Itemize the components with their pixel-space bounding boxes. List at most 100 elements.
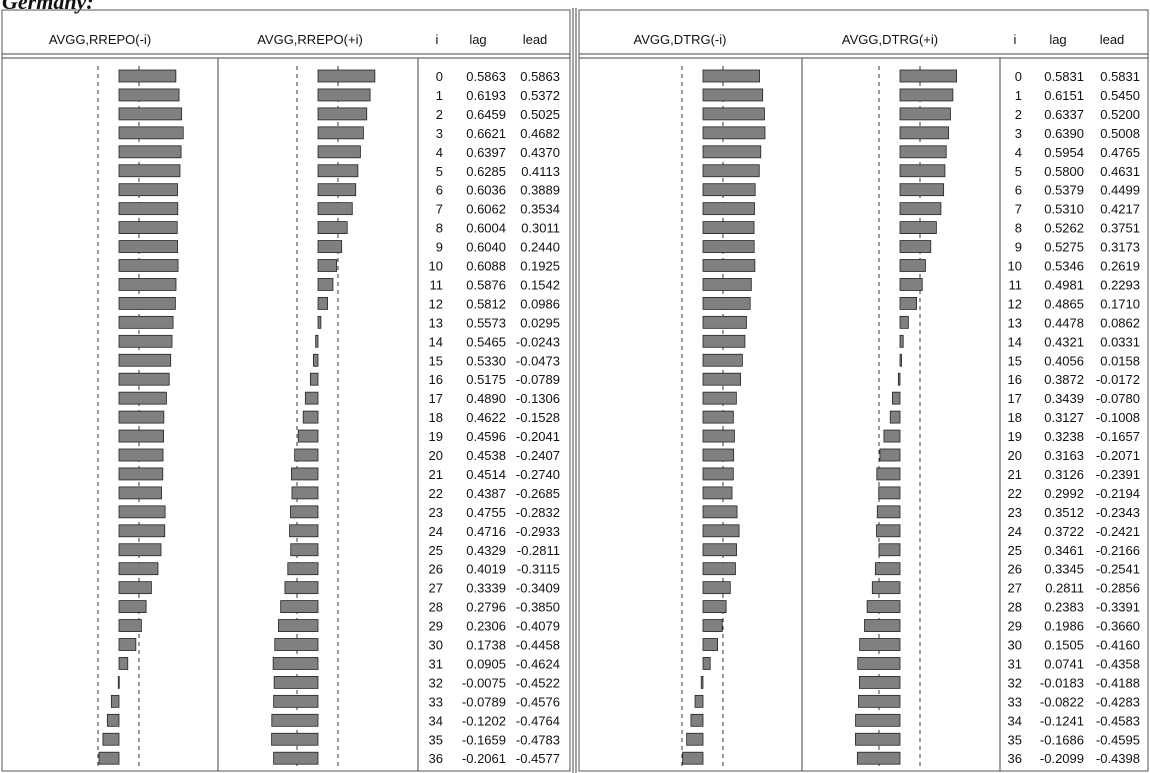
correlation-bar bbox=[686, 732, 704, 746]
lead-value: 0.0331 bbox=[1100, 334, 1140, 349]
lead-value: -0.4160 bbox=[1096, 638, 1140, 653]
correlation-bar bbox=[682, 751, 704, 765]
lead-value: 0.5008 bbox=[1100, 126, 1140, 141]
lag-value: 0.3126 bbox=[1044, 467, 1084, 482]
column-header: AVGG,DTRG(-i) bbox=[634, 32, 727, 47]
correlation-bar bbox=[702, 505, 738, 519]
lag-value: 0.3461 bbox=[1044, 543, 1084, 558]
correlation-bar bbox=[702, 202, 755, 216]
correlation-bar bbox=[118, 372, 170, 386]
correlation-bar bbox=[273, 751, 319, 765]
lead-value: 0.4370 bbox=[520, 145, 560, 160]
correlation-bar bbox=[857, 657, 901, 670]
correlation-bar bbox=[317, 240, 343, 253]
lag-value: 0.6036 bbox=[466, 183, 506, 198]
lead-value: 0.3889 bbox=[520, 183, 560, 198]
lag-value: -0.1202 bbox=[462, 713, 506, 728]
lead-value: -0.2407 bbox=[516, 448, 560, 463]
lead-value: -0.0789 bbox=[516, 372, 560, 387]
lag-index: 0 bbox=[1015, 69, 1022, 84]
lead-value: -0.0172 bbox=[1096, 372, 1140, 387]
correlation-bar bbox=[702, 600, 727, 613]
lead-value: 0.4631 bbox=[1100, 164, 1140, 179]
lead-value: -0.2933 bbox=[516, 524, 560, 539]
correlation-bar bbox=[899, 278, 923, 291]
lag-value: 0.3238 bbox=[1044, 429, 1084, 444]
lag-value: 0.3439 bbox=[1044, 391, 1084, 406]
lag-value: 0.6193 bbox=[466, 88, 506, 103]
lag-index: 29 bbox=[1008, 619, 1022, 634]
correlation-bar bbox=[899, 259, 926, 272]
lead-value: -0.4595 bbox=[1096, 732, 1140, 747]
correlation-bar bbox=[700, 676, 704, 689]
correlation-bar bbox=[876, 467, 901, 481]
lag-value: 0.5262 bbox=[1044, 221, 1084, 236]
lag-value: 0.1505 bbox=[1044, 638, 1084, 653]
lag-value: 0.5573 bbox=[466, 315, 506, 330]
correlation-bar bbox=[317, 315, 322, 329]
lead-value: -0.4458 bbox=[516, 638, 560, 653]
correlation-bar bbox=[702, 391, 737, 405]
correlation-bar bbox=[702, 221, 755, 235]
correlation-bar bbox=[287, 562, 319, 576]
lead-value: -0.4583 bbox=[1096, 713, 1140, 728]
lag-index: 36 bbox=[1008, 751, 1022, 766]
lead-value: -0.4577 bbox=[516, 751, 560, 766]
correlation-bar bbox=[271, 713, 319, 727]
correlation-bar bbox=[317, 278, 334, 291]
correlation-bar bbox=[899, 126, 949, 140]
lag-index: 33 bbox=[1008, 694, 1022, 709]
lag-value: 0.4716 bbox=[466, 524, 506, 539]
lag-value: 0.6088 bbox=[466, 259, 506, 274]
lag-index: 18 bbox=[1008, 410, 1022, 425]
correlation-bar bbox=[273, 676, 319, 689]
lead-value: 0.1710 bbox=[1100, 296, 1140, 311]
correlation-bar bbox=[876, 505, 901, 519]
lead-value: -0.4358 bbox=[1096, 656, 1140, 671]
correlation-bar bbox=[871, 581, 901, 595]
lag-value: 0.4538 bbox=[466, 448, 506, 463]
lag-index: 0 bbox=[436, 69, 443, 84]
correlation-bar bbox=[702, 164, 760, 178]
correlation-bar bbox=[878, 486, 901, 500]
correlation-bar bbox=[879, 448, 901, 462]
lag-index: 11 bbox=[1009, 277, 1023, 292]
correlation-bar bbox=[899, 107, 951, 121]
lag-index: 31 bbox=[1008, 656, 1022, 671]
correlation-bar bbox=[118, 202, 179, 216]
lag-index: 6 bbox=[436, 183, 443, 198]
lag-value: -0.1241 bbox=[1040, 713, 1084, 728]
lead-value: 0.5831 bbox=[1100, 69, 1140, 84]
lag-index: 21 bbox=[1008, 467, 1022, 482]
correlation-bar bbox=[118, 600, 147, 613]
correlation-bar bbox=[315, 334, 319, 348]
correlation-bar bbox=[702, 240, 755, 253]
correlation-bar bbox=[899, 69, 957, 83]
correlation-bar bbox=[117, 676, 120, 689]
lag-index: 22 bbox=[429, 486, 443, 501]
correlation-bar bbox=[309, 372, 319, 386]
lag-value: 0.5379 bbox=[1044, 183, 1084, 198]
correlation-bar bbox=[856, 751, 901, 765]
correlation-bar bbox=[899, 221, 937, 235]
lag-value: -0.1659 bbox=[462, 732, 506, 747]
correlation-bar bbox=[118, 657, 129, 670]
lag-index: 4 bbox=[436, 145, 443, 160]
correlation-bar bbox=[897, 372, 901, 386]
lag-index: 5 bbox=[436, 164, 443, 179]
lead-value: -0.2685 bbox=[516, 486, 560, 501]
lag-value: 0.1986 bbox=[1044, 619, 1084, 634]
correlation-bar bbox=[118, 486, 162, 500]
lead-value: -0.4283 bbox=[1096, 694, 1140, 709]
lead-value: -0.2041 bbox=[516, 429, 560, 444]
lag-index: 20 bbox=[1008, 448, 1022, 463]
correlation-bar bbox=[859, 638, 901, 651]
correlation-bar bbox=[118, 221, 178, 235]
correlation-bar bbox=[297, 429, 319, 443]
correlation-bar bbox=[702, 353, 743, 367]
lag-value: -0.2061 bbox=[462, 751, 506, 766]
lead-value: -0.2832 bbox=[516, 505, 560, 520]
lag-index: 19 bbox=[429, 429, 443, 444]
lag-index: 19 bbox=[1008, 429, 1022, 444]
